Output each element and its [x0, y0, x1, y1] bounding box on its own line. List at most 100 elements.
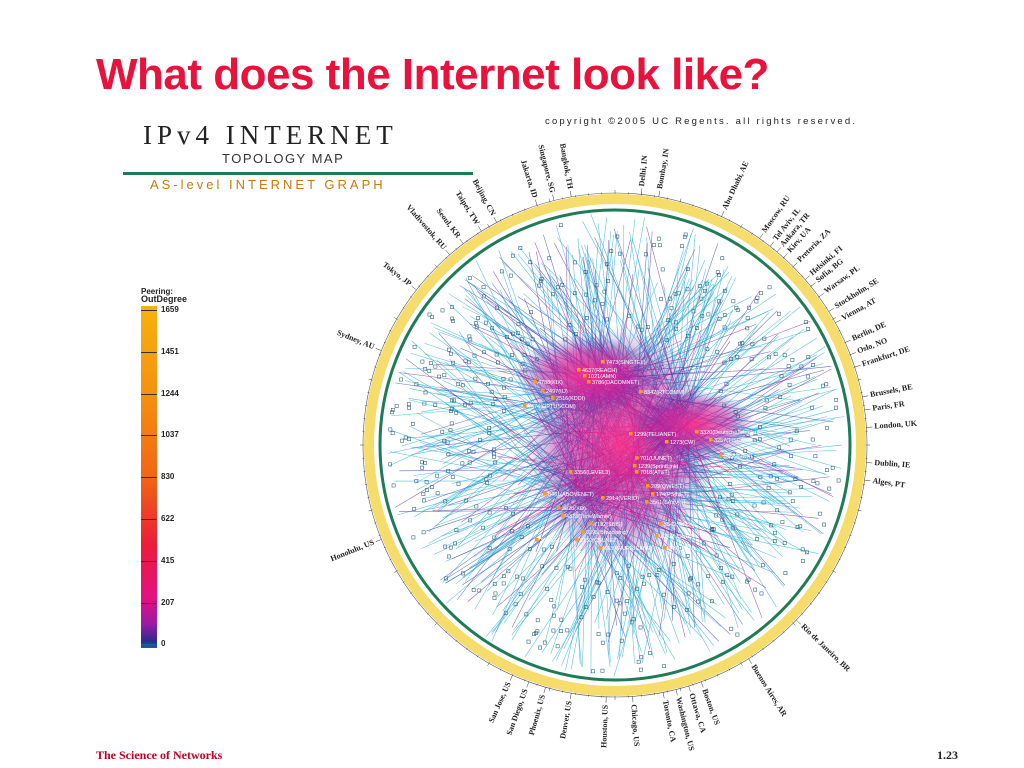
as-node	[559, 223, 563, 228]
as-node	[467, 460, 472, 465]
ring-tick	[511, 213, 514, 216]
as-node	[527, 547, 532, 551]
as-node	[647, 573, 652, 577]
as-label: 2914(VERIO)	[606, 496, 639, 502]
as-node	[731, 299, 736, 304]
as-node	[450, 305, 454, 309]
as-node	[422, 401, 427, 406]
as-node	[446, 468, 451, 473]
as-node	[666, 318, 670, 323]
city-leader	[776, 247, 782, 253]
as-node	[674, 326, 679, 331]
as-node	[488, 473, 492, 478]
as-node	[592, 298, 597, 303]
as-node	[560, 283, 565, 287]
as-node	[448, 428, 453, 433]
as-node	[738, 341, 743, 346]
as-node	[680, 244, 684, 248]
as-node	[420, 359, 425, 364]
as-node	[501, 574, 506, 578]
as-node	[390, 410, 394, 415]
as-node	[471, 449, 476, 454]
as-node	[731, 499, 735, 503]
as-node	[764, 398, 769, 403]
as-node	[735, 354, 740, 359]
as-marker	[695, 430, 699, 434]
as-node	[537, 283, 542, 288]
as-node	[761, 500, 766, 505]
as-label: 2152(CSUNET)	[580, 538, 619, 544]
ring-tick	[466, 240, 468, 243]
city-label: Denver, US	[558, 700, 574, 740]
ring-tick	[524, 679, 526, 682]
ring-tick	[418, 602, 421, 605]
as-node	[391, 483, 396, 488]
as-node	[605, 262, 609, 267]
as-node	[461, 571, 466, 576]
as-label: 4323(TimeWarner)	[566, 514, 612, 520]
as-node	[573, 291, 577, 296]
city-leader	[445, 250, 450, 255]
as-node	[583, 577, 587, 582]
as-node	[440, 429, 445, 434]
as-node	[492, 582, 497, 586]
as-node	[767, 285, 772, 290]
as-marker	[523, 404, 527, 408]
as-node	[504, 334, 509, 339]
as-node	[618, 251, 622, 256]
city-label: Bangkok, TH	[558, 143, 575, 191]
ring-tick	[455, 639, 458, 642]
as-node	[543, 640, 547, 645]
as-node	[776, 311, 781, 316]
as-node	[662, 664, 666, 669]
as-node	[515, 331, 520, 335]
ring-tick	[825, 306, 828, 309]
as-node	[723, 313, 727, 317]
as-node	[614, 598, 619, 603]
as-node	[664, 338, 669, 343]
as-node	[696, 599, 701, 604]
ring-tick	[832, 317, 836, 320]
as-node	[682, 235, 687, 239]
ring-tick	[389, 558, 392, 561]
ring-tick	[728, 219, 731, 222]
legend-tick-label: 0	[161, 639, 166, 649]
city-leader	[675, 689, 678, 696]
as-node	[685, 608, 689, 612]
city-label: Rio de Janeiro, BR	[799, 622, 852, 674]
ring-tick	[368, 378, 373, 381]
as-node	[811, 479, 816, 483]
as-node	[514, 574, 519, 579]
as-node	[717, 316, 722, 321]
as-node	[468, 401, 473, 405]
as-label: 3650(ELIX)	[540, 538, 568, 544]
ring-tick	[455, 248, 458, 251]
legend-tick-label: 415	[161, 555, 175, 565]
as-node	[448, 545, 453, 550]
as-node	[394, 404, 399, 408]
as-node	[715, 349, 720, 354]
as-node	[541, 547, 546, 552]
as-node	[435, 473, 439, 478]
as-node	[735, 308, 740, 312]
as-marker	[655, 534, 659, 538]
as-node	[520, 361, 525, 366]
as-node	[489, 390, 494, 395]
as-node	[627, 313, 632, 318]
as-node	[423, 367, 428, 371]
as-node	[754, 299, 759, 304]
as-node	[673, 291, 678, 296]
as-node	[818, 511, 822, 516]
as-node	[773, 530, 777, 535]
as-node	[806, 355, 811, 359]
as-node	[574, 332, 579, 336]
as-node	[412, 344, 417, 349]
as-node	[822, 522, 826, 527]
as-node	[510, 529, 515, 534]
as-node	[547, 256, 552, 261]
as-label: 1239(SprintLink)	[638, 464, 679, 470]
legend-tick-label: 1451	[161, 346, 179, 356]
as-label: 5486(LINX)	[724, 454, 752, 460]
as-node	[779, 374, 784, 379]
as-marker	[651, 492, 655, 496]
